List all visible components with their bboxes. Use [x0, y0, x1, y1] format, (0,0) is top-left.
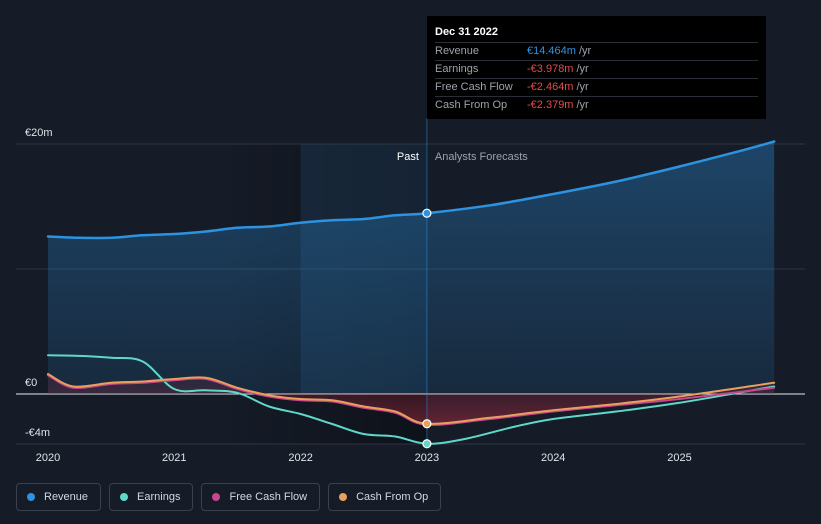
- legend-label: Earnings: [137, 491, 181, 503]
- tooltip-label: Cash From Op: [435, 99, 508, 111]
- free-cash-flow-line: [47, 374, 776, 426]
- earnings-marker: [422, 439, 432, 449]
- x-tick-label: 2020: [36, 452, 60, 464]
- tooltip-unit: /yr: [578, 45, 592, 57]
- tooltip-unit: /yr: [576, 63, 589, 75]
- legend-label: Revenue: [44, 491, 89, 503]
- legend-item-cash-from-op[interactable]: Cash From Op: [328, 483, 442, 511]
- cash-from-op-line: [47, 373, 776, 425]
- tooltip-value: -€3.978m: [527, 63, 574, 75]
- tooltip-label: Free Cash Flow: [435, 81, 513, 93]
- revenue-line: [46, 140, 776, 240]
- x-tick-label: 2021: [162, 452, 186, 464]
- tooltip-label: Revenue: [435, 45, 480, 57]
- forecast-label: Analysts Forecasts: [435, 151, 528, 163]
- series-lines: [46, 140, 776, 445]
- tooltip-row: Earnings -€3.978m/yr: [435, 60, 758, 78]
- legend-label: Cash From Op: [356, 491, 429, 503]
- legend-dot-icon: [339, 493, 348, 501]
- legend-item-revenue[interactable]: Revenue: [16, 483, 102, 511]
- x-tick-label: 2023: [415, 452, 439, 464]
- legend-item-earnings[interactable]: Earnings: [109, 483, 194, 511]
- tooltip-label: Earnings: [435, 63, 479, 75]
- x-tick-label: 2022: [288, 452, 312, 464]
- y-label: -€4m: [25, 427, 50, 439]
- past-label: Past: [397, 151, 419, 163]
- tooltip-row: Revenue €14.464m/yr: [435, 42, 758, 60]
- tooltip-value: -€2.464m: [527, 81, 574, 93]
- cash-from-op-marker: [422, 419, 432, 429]
- legend-dot-icon: [27, 493, 35, 501]
- revenue-area: [48, 141, 775, 394]
- tooltip-unit: /yr: [576, 81, 589, 93]
- tooltip-value: -€2.379m: [527, 99, 574, 111]
- legend-dot-icon: [120, 493, 129, 501]
- tooltip-row: Cash From Op -€2.379m/yr: [435, 96, 758, 114]
- y-label: €0: [25, 377, 37, 389]
- x-tick-label: 2025: [667, 452, 691, 464]
- axis-labels: €20m €0 -€4m 2020 2021 2022 2023 2024 2025 Past An…: [25, 127, 692, 464]
- legend: Revenue Earnings Free Cash Flow Cash From O…: [16, 483, 442, 511]
- tooltip-date: Dec 31 2022: [435, 26, 498, 38]
- legend-dot-icon: [212, 493, 221, 501]
- cursor-markers: [422, 208, 432, 449]
- tooltip-row: Free Cash Flow -€2.464m/yr: [435, 78, 758, 96]
- y-label: €20m: [25, 127, 53, 139]
- tooltip-unit: /yr: [576, 99, 589, 111]
- legend-item-free-cash-flow[interactable]: Free Cash Flow: [201, 483, 321, 511]
- x-tick-label: 2024: [541, 452, 565, 464]
- tooltip: Dec 31 2022 Revenue €14.464m/yr Earnings -€…: [427, 16, 766, 119]
- legend-label: Free Cash Flow: [229, 491, 308, 503]
- earnings-line: [47, 354, 776, 445]
- tooltip-value: €14.464m: [527, 45, 576, 57]
- revenue-marker: [422, 208, 432, 218]
